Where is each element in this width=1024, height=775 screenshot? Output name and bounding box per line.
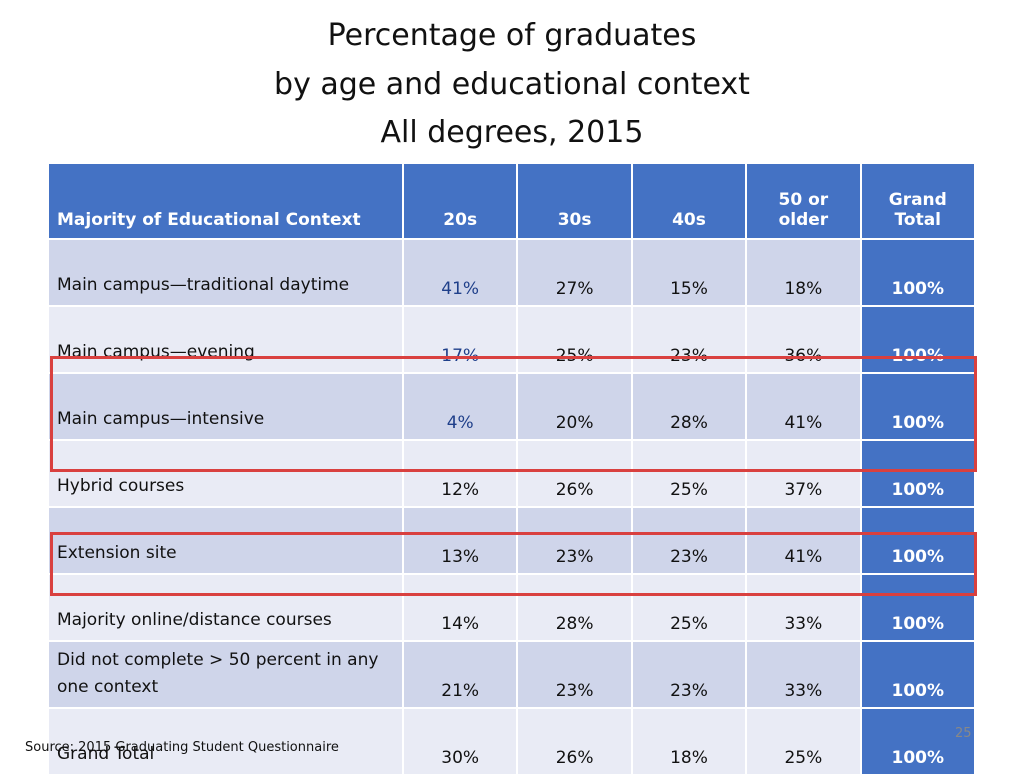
table-cell: 41% [746, 507, 861, 574]
row-label: Extension site [48, 507, 403, 574]
header-cell: 20s [403, 163, 518, 239]
table-cell: 37% [746, 440, 861, 507]
header-cell: Majority of Educational Context [48, 163, 403, 239]
title-line: All degrees, 2015 [380, 115, 644, 150]
header-cell: 40s [631, 163, 747, 239]
source-note: Source: 2015 Graduating Student Question… [25, 740, 339, 755]
table-cell: 26% [517, 708, 632, 775]
table-cell: 20% [517, 373, 632, 440]
table-cell: 27% [517, 239, 632, 306]
table-cell: 18% [746, 239, 861, 306]
table-cell: 4% [403, 373, 518, 440]
table-cell: 12% [403, 440, 518, 507]
table-cell: 33% [746, 574, 861, 641]
title-line: Percentage of graduates [327, 18, 697, 53]
table-cell: 23% [517, 507, 632, 574]
table-cell: 23% [631, 641, 747, 708]
highlight-box [50, 356, 977, 472]
table-cell: 25% [631, 440, 747, 507]
table-cell: 100% [860, 306, 975, 373]
table-row: Main campus—evening 17% 25% 23% 36% 100% [48, 306, 975, 373]
header-cell: 50 or older [746, 163, 861, 239]
header-text: 30s [557, 210, 592, 230]
table-cell: 25% [631, 574, 747, 641]
table-cell: 28% [631, 373, 747, 440]
header-text: Grand Total [888, 190, 947, 230]
row-label: Grand Total [48, 708, 403, 775]
header-text: 20s [443, 210, 478, 230]
table-cell: 41% [746, 373, 861, 440]
table-cell: 100% [860, 641, 975, 708]
table-row: Main campus—intensive 4% 20% 28% 41% 100% [48, 373, 975, 440]
table-cell: 36% [746, 306, 861, 373]
table-row: Did not complete > 50 percent in any one… [48, 641, 975, 708]
table-cell: 30% [403, 708, 518, 775]
row-label: Did not complete > 50 percent in any one… [48, 641, 403, 708]
table-row: Hybrid courses 12% 26% 25% 37% 100% [48, 440, 975, 507]
table-cell: 23% [631, 306, 747, 373]
table-cell: 26% [517, 440, 632, 507]
table-cell: 14% [403, 574, 518, 641]
highlight-box [50, 532, 977, 596]
header-cell: 30s [517, 163, 632, 239]
table-cell: 100% [860, 373, 975, 440]
table-cell: 41% [403, 239, 518, 306]
header-text: 50 or older [778, 190, 829, 230]
table-row: Majority online/distance courses 14% 28% 25… [48, 574, 975, 641]
table-cell: 21% [403, 641, 518, 708]
table-cell: 15% [631, 239, 747, 306]
table-cell: 18% [631, 708, 747, 775]
table-row: Main campus—traditional daytime 41% 27% 15%… [48, 239, 975, 306]
table-row: Extension site 13% 23% 23% 41% 100% [48, 507, 975, 574]
header-row: Majority of Educational Context 20s 30s 40s… [48, 163, 975, 239]
row-label: Main campus—intensive [48, 373, 403, 440]
table-cell: 100% [860, 440, 975, 507]
table-cell: 100% [860, 239, 975, 306]
table-cell: 17% [403, 306, 518, 373]
row-label: Hybrid courses [48, 440, 403, 507]
table-cell: 25% [746, 708, 861, 775]
data-table: Majority of Educational Context 20s 30s 40s… [48, 163, 975, 775]
table-cell: 28% [517, 574, 632, 641]
table-cell: 100% [860, 574, 975, 641]
table-cell: 33% [746, 641, 861, 708]
header-cell: Grand Total [860, 163, 975, 239]
table-cell: 23% [517, 641, 632, 708]
table-cell: 13% [403, 507, 518, 574]
row-label: Main campus—traditional daytime [48, 239, 403, 306]
title-line: by age and educational context [274, 67, 750, 102]
header-text: 40s [672, 210, 706, 230]
table-cell: 100% [860, 708, 975, 775]
table-row: Grand Total 30% 26% 18% 25% 100% [48, 708, 975, 775]
page-number: 25 [955, 726, 972, 741]
table-cell: 23% [631, 507, 747, 574]
row-label: Majority online/distance courses [48, 574, 403, 641]
